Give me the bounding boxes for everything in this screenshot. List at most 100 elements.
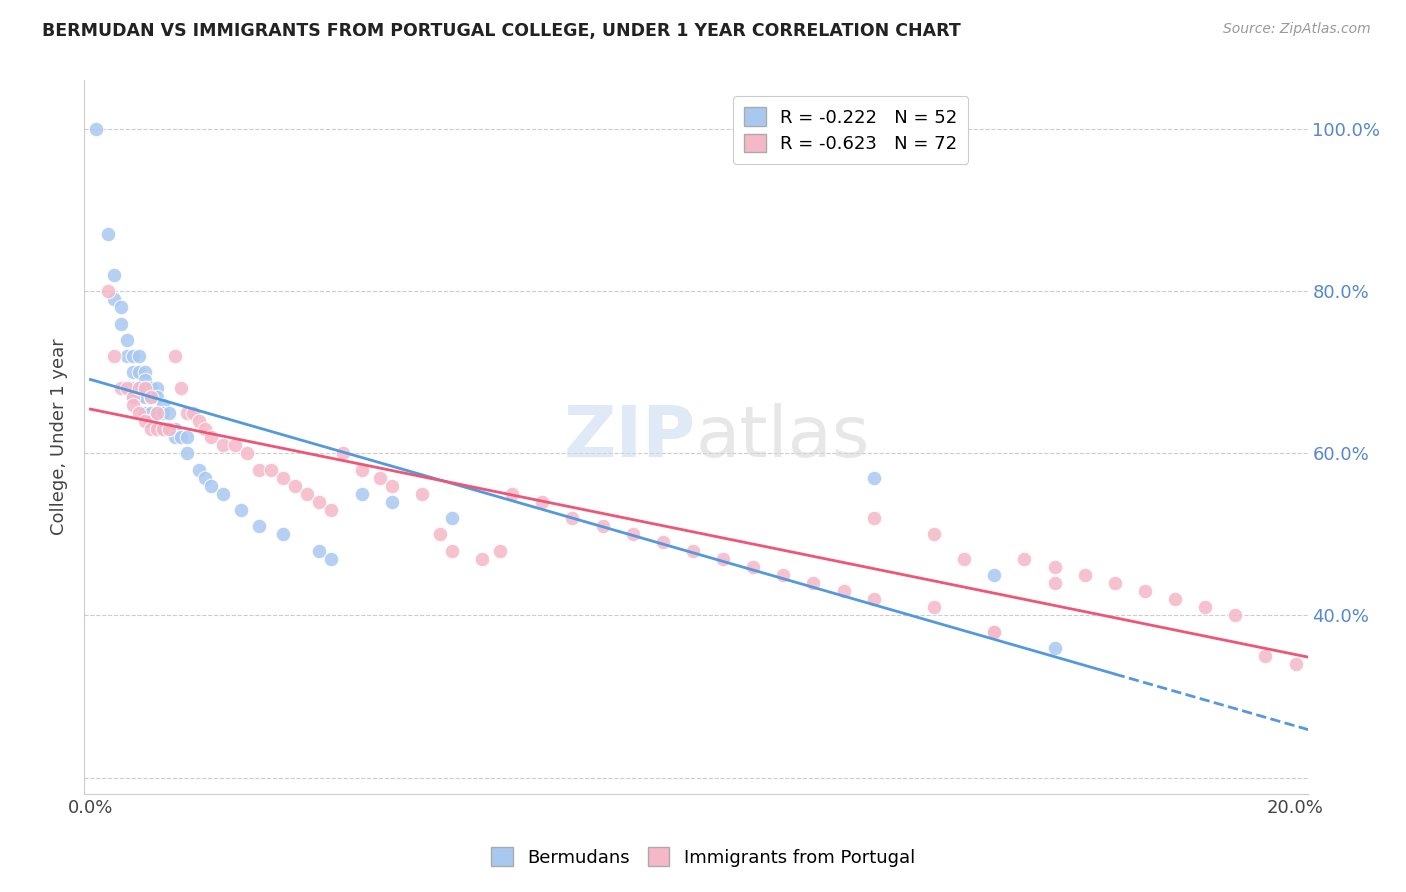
Point <box>128 349 150 363</box>
Point <box>134 381 156 395</box>
Point <box>170 381 193 395</box>
Point <box>247 519 270 533</box>
Point <box>983 568 1005 582</box>
Point <box>803 576 825 591</box>
Point <box>260 462 283 476</box>
Point <box>682 543 704 558</box>
Point <box>229 503 252 517</box>
Y-axis label: College, Under 1 year: College, Under 1 year <box>51 339 69 535</box>
Point <box>115 333 138 347</box>
Point <box>103 292 125 306</box>
Point <box>1073 568 1095 582</box>
Point <box>176 446 198 460</box>
Point <box>145 381 167 395</box>
Point <box>350 487 373 501</box>
Point <box>321 551 343 566</box>
Point <box>200 430 222 444</box>
Point <box>110 381 132 395</box>
Point <box>139 390 162 404</box>
Point <box>531 495 554 509</box>
Point <box>1104 576 1126 591</box>
Point <box>152 406 174 420</box>
Point <box>128 406 150 420</box>
Point <box>152 422 174 436</box>
Point <box>121 365 143 379</box>
Point <box>368 470 391 484</box>
Point <box>128 381 150 395</box>
Point <box>1043 559 1066 574</box>
Point <box>983 624 1005 639</box>
Point <box>772 568 794 582</box>
Point <box>121 390 143 404</box>
Point <box>224 438 246 452</box>
Point <box>128 390 150 404</box>
Point <box>983 624 1005 639</box>
Point <box>953 551 976 566</box>
Point <box>128 365 150 379</box>
Point <box>1014 551 1036 566</box>
Point <box>134 390 156 404</box>
Point <box>145 406 167 420</box>
Point <box>236 446 259 460</box>
Point <box>212 487 235 501</box>
Legend: Bermudans, Immigrants from Portugal: Bermudans, Immigrants from Portugal <box>484 840 922 874</box>
Point <box>200 479 222 493</box>
Point <box>121 381 143 395</box>
Point <box>187 414 209 428</box>
Text: BERMUDAN VS IMMIGRANTS FROM PORTUGAL COLLEGE, UNDER 1 YEAR CORRELATION CHART: BERMUDAN VS IMMIGRANTS FROM PORTUGAL COL… <box>42 22 960 40</box>
Point <box>110 317 132 331</box>
Point <box>271 470 294 484</box>
Point <box>1194 600 1216 615</box>
Point <box>471 551 494 566</box>
Point <box>134 406 156 420</box>
Point <box>103 349 125 363</box>
Point <box>181 406 204 420</box>
Point <box>271 527 294 541</box>
Point <box>621 527 644 541</box>
Point <box>308 495 330 509</box>
Point <box>163 422 186 436</box>
Point <box>139 422 162 436</box>
Point <box>170 430 193 444</box>
Point <box>121 349 143 363</box>
Point <box>501 487 523 501</box>
Point <box>157 422 180 436</box>
Point <box>115 381 138 395</box>
Point <box>440 511 463 525</box>
Point <box>194 470 217 484</box>
Point <box>1164 592 1187 607</box>
Point <box>1133 584 1156 599</box>
Point <box>1254 648 1277 663</box>
Point <box>429 527 451 541</box>
Point <box>297 487 319 501</box>
Point <box>1284 657 1306 672</box>
Text: Source: ZipAtlas.com: Source: ZipAtlas.com <box>1223 22 1371 37</box>
Point <box>97 284 120 298</box>
Point <box>134 414 156 428</box>
Point <box>592 519 614 533</box>
Point <box>163 430 186 444</box>
Point <box>1225 608 1247 623</box>
Text: ZIP: ZIP <box>564 402 696 472</box>
Point <box>103 268 125 282</box>
Point <box>145 390 167 404</box>
Point <box>115 349 138 363</box>
Point <box>212 438 235 452</box>
Point <box>86 122 108 136</box>
Point <box>134 365 156 379</box>
Point <box>139 381 162 395</box>
Point <box>332 446 354 460</box>
Point <box>152 398 174 412</box>
Point <box>176 430 198 444</box>
Point <box>97 227 120 242</box>
Point <box>152 422 174 436</box>
Point <box>561 511 583 525</box>
Point <box>411 487 433 501</box>
Point <box>862 511 884 525</box>
Point <box>145 422 167 436</box>
Point <box>157 422 180 436</box>
Point <box>350 462 373 476</box>
Point <box>247 462 270 476</box>
Point <box>163 349 186 363</box>
Point <box>742 559 765 574</box>
